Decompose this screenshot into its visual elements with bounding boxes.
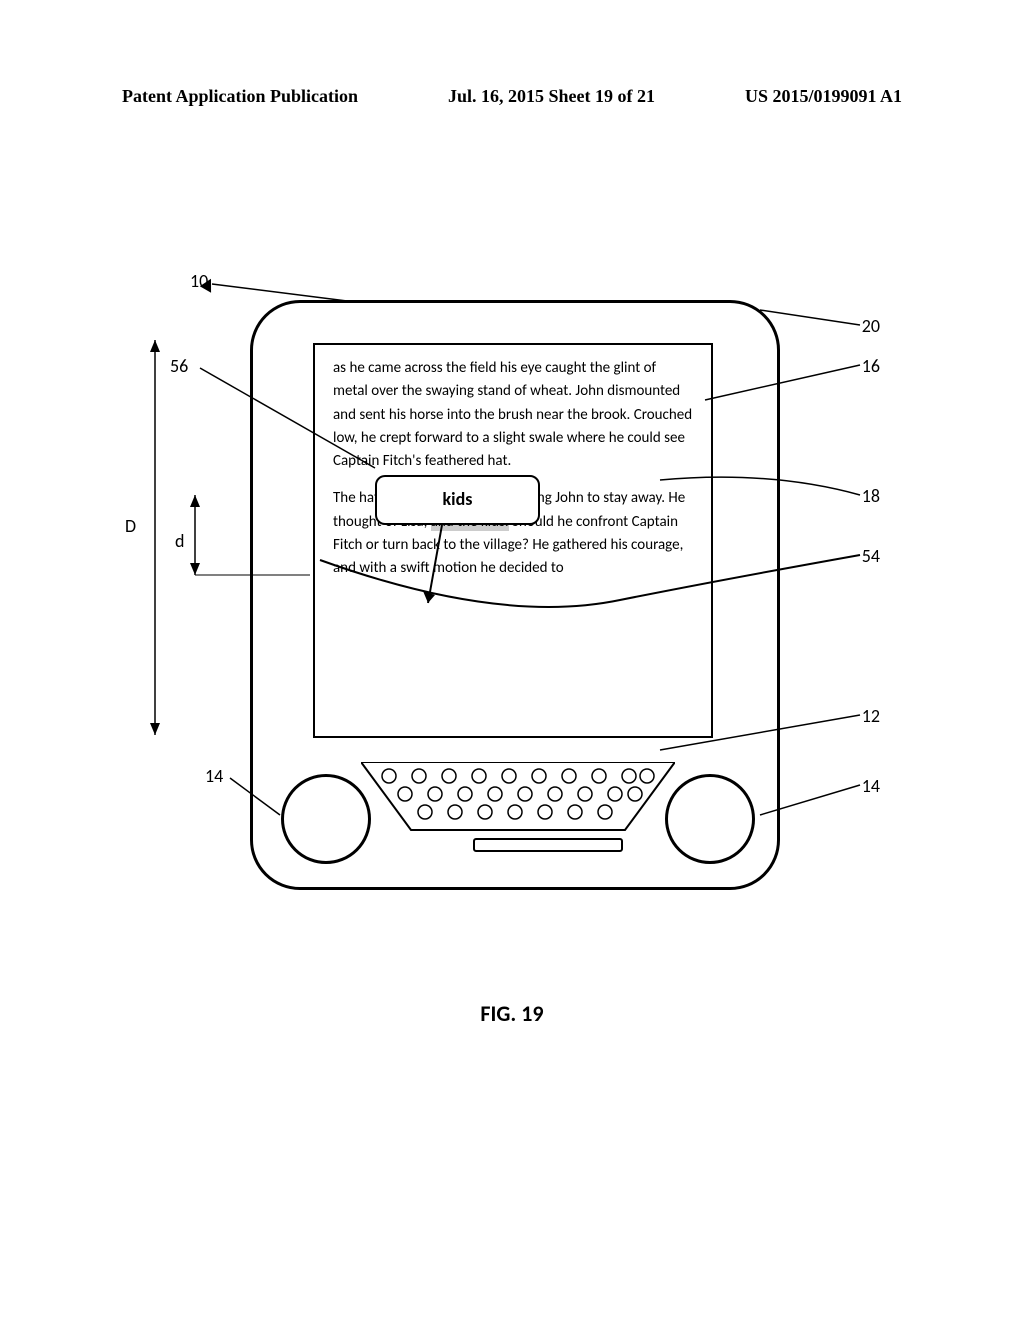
label-16: 16 <box>862 355 880 377</box>
label-56: 56 <box>170 355 188 377</box>
label-D-big: D <box>125 515 136 537</box>
keyboard-svg <box>361 762 675 832</box>
page-header: Patent Application Publication Jul. 16, … <box>0 86 1024 107</box>
label-18: 18 <box>862 485 880 507</box>
header-left: Patent Application Publication <box>122 86 358 107</box>
device-body: as he came across the field his eye caug… <box>250 300 780 890</box>
popup-text: kids <box>443 486 473 514</box>
device-screen: as he came across the field his eye caug… <box>313 343 713 738</box>
label-14b: 14 <box>862 775 880 797</box>
label-54: 54 <box>862 545 880 567</box>
header-center: Jul. 16, 2015 Sheet 19 of 21 <box>448 86 655 107</box>
label-20: 20 <box>862 315 880 337</box>
label-14a: 14 <box>205 765 223 787</box>
figure-container: as he came across the field his eye caug… <box>120 260 900 960</box>
spacebar[interactable] <box>473 838 623 852</box>
label-10: 10 <box>190 270 208 292</box>
label-d-small: d <box>175 530 184 552</box>
keyboard-area <box>283 762 753 862</box>
paragraph-1: as he came across the field his eye caug… <box>333 357 693 473</box>
header-right: US 2015/0199091 A1 <box>745 86 902 107</box>
left-grip[interactable] <box>281 774 371 864</box>
figure-label: FIG. 19 <box>0 1000 1024 1250</box>
popup-magnifier[interactable]: kids <box>375 475 540 525</box>
right-grip[interactable] <box>665 774 755 864</box>
label-12: 12 <box>862 705 880 727</box>
